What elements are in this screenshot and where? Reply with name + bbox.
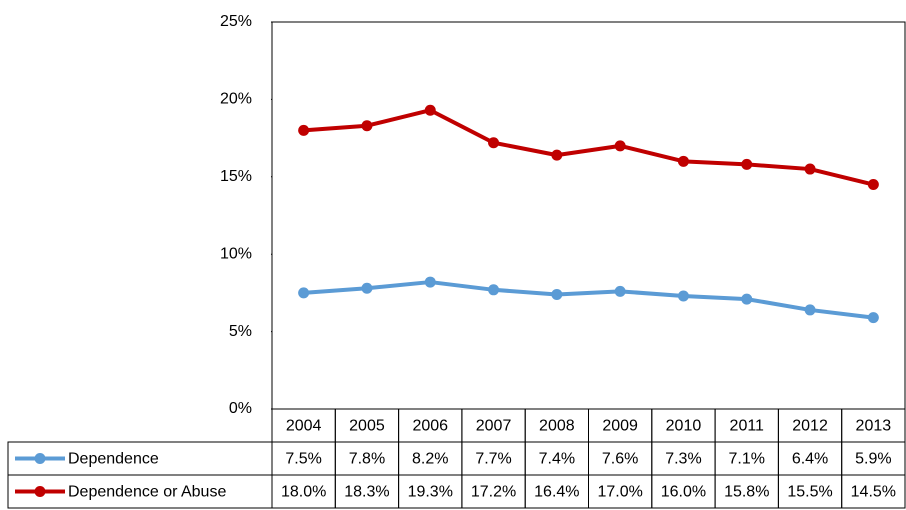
- point: [677, 155, 689, 167]
- point: [677, 290, 689, 302]
- point: [424, 276, 436, 288]
- point: [614, 285, 626, 297]
- table-value: 5.9%: [855, 451, 891, 468]
- x-tick-label: 2011: [730, 418, 765, 435]
- table-value: 19.3%: [408, 484, 453, 501]
- point: [867, 312, 879, 324]
- x-tick-label: 2008: [539, 418, 575, 435]
- series-line: [303, 108, 874, 187]
- point: [804, 163, 816, 175]
- table-value: 17.0%: [597, 484, 642, 501]
- point: [298, 287, 310, 299]
- table-value: 7.4%: [539, 451, 575, 468]
- table-value: 7.6%: [602, 451, 638, 468]
- legend-label: Dependence: [68, 451, 159, 468]
- table-value: 16.4%: [534, 484, 579, 501]
- point: [741, 293, 753, 305]
- plot-area: [271, 21, 906, 410]
- x-tick-label: 2012: [792, 418, 828, 435]
- table-value: 6.4%: [792, 451, 828, 468]
- table-value: 14.5%: [851, 484, 896, 501]
- point: [804, 304, 816, 316]
- table-value: 7.1%: [729, 451, 765, 468]
- point: [551, 288, 563, 300]
- y-tick-label: 0%: [229, 400, 252, 417]
- table-value: 16.0%: [661, 484, 706, 501]
- table-value: 18.3%: [344, 484, 389, 501]
- table-value: 18.0%: [281, 484, 326, 501]
- x-tick-label: 2013: [856, 418, 892, 435]
- point: [488, 284, 500, 296]
- table-cell: [841, 474, 906, 509]
- point: [741, 158, 753, 170]
- table-value: 8.2%: [412, 451, 448, 468]
- x-tick-label: 2007: [476, 418, 512, 435]
- point: [361, 282, 373, 294]
- x-tick-label: 2004: [286, 418, 322, 435]
- table-value: 7.3%: [665, 451, 701, 468]
- point: [298, 124, 310, 136]
- legend-marker: [34, 453, 46, 464]
- table-value: 17.2%: [471, 484, 516, 501]
- series-line: [303, 280, 874, 320]
- x-tick-label: 2009: [602, 418, 638, 435]
- point: [488, 137, 500, 149]
- table-value: 15.5%: [787, 484, 832, 501]
- x-tick-label: 2006: [412, 418, 448, 435]
- point: [361, 120, 373, 132]
- table-value: 7.7%: [475, 451, 511, 468]
- y-tick-label: 25%: [220, 13, 252, 30]
- y-tick-label: 5%: [229, 323, 252, 340]
- point: [424, 104, 436, 116]
- y-tick-label: 15%: [220, 168, 252, 185]
- table-value: 15.8%: [724, 484, 769, 501]
- legend-label: Dependence or Abuse: [68, 484, 226, 501]
- table-value: 7.5%: [285, 451, 321, 468]
- point: [614, 140, 626, 152]
- point: [551, 149, 563, 161]
- x-tick-label: 2005: [349, 418, 385, 435]
- y-tick-label: 10%: [220, 245, 252, 262]
- y-tick-label: 20%: [220, 91, 252, 108]
- x-tick-label: 2010: [666, 418, 702, 435]
- legend-marker: [34, 486, 46, 497]
- point: [867, 179, 879, 191]
- table-value: 7.8%: [349, 451, 385, 468]
